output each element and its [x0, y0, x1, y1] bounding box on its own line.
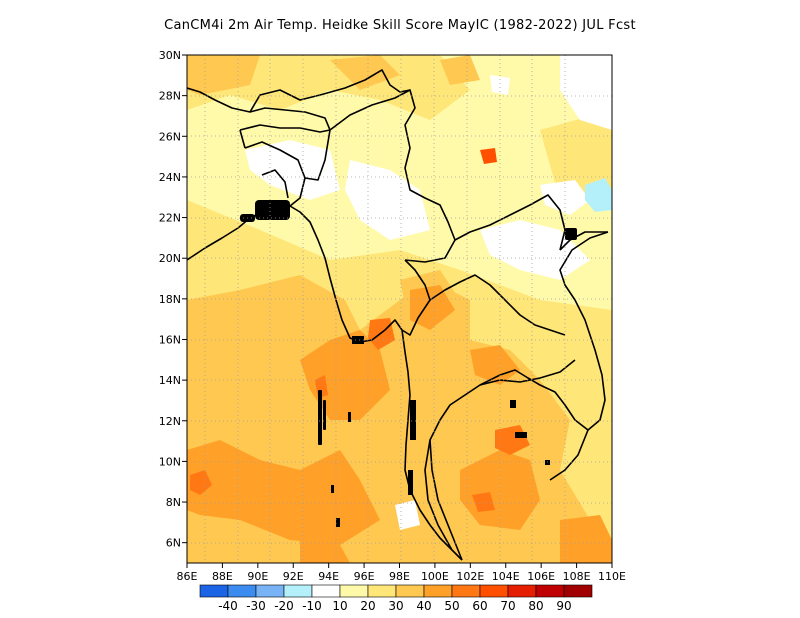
latitude-tick-label: 18N [159, 293, 181, 306]
latitude-tick-label: 6N [166, 537, 181, 550]
colorbar-label: 90 [556, 599, 571, 613]
colorbar-label: -40 [218, 599, 238, 613]
longitude-tick-label: 104E [492, 570, 520, 583]
colorbar-label: -30 [246, 599, 266, 613]
colorbar-label: 60 [472, 599, 487, 613]
longitude-tick-label: 88E [212, 570, 233, 583]
latitude-tick-label: 16N [159, 333, 181, 346]
colorbar-label: 40 [416, 599, 431, 613]
colorbar: -40 -30 -20 -10 10 20 30 40 50 60 70 80 90 [199, 584, 593, 613]
colorbar-label: 70 [500, 599, 515, 613]
longitude-tick-label: 102E [456, 570, 484, 583]
latitude-tick-label: 26N [159, 130, 181, 143]
map-title: CanCM4i 2m Air Temp. Heidke Skill Score … [164, 18, 636, 33]
colorbar-swatch [507, 584, 537, 598]
latitude-tick-label: 10N [159, 455, 181, 468]
colorbar-swatch [311, 584, 341, 598]
colorbar-label: 80 [528, 599, 543, 613]
colorbar-label: 30 [388, 599, 403, 613]
longitude-tick-label: 98E [389, 570, 410, 583]
longitude-axis: 86E 88E 90E 92E 94E 96E 98E 100E 102E 104E 106E 108… [177, 563, 626, 583]
colorbar-swatch [479, 584, 509, 598]
colorbar-swatch [367, 584, 397, 598]
latitude-tick-label: 30N [159, 49, 181, 62]
colorbar-label: -10 [302, 599, 322, 613]
colorbar-swatch [255, 584, 285, 598]
colorbar-label: 50 [444, 599, 459, 613]
colorbar-label: -20 [274, 599, 294, 613]
colorbar-swatch [339, 584, 369, 598]
latitude-axis: 6N 8N 10N 12N 14N 16N 18N 20N 22N 24N 26N 28N 30N [159, 49, 187, 550]
colorbar-swatch [423, 584, 453, 598]
colorbar-swatch [227, 584, 257, 598]
latitude-tick-label: 8N [166, 496, 181, 509]
skill-score-field [187, 55, 612, 563]
colorbar-swatch [395, 584, 425, 598]
longitude-tick-label: 90E [247, 570, 268, 583]
colorbar-label: 20 [360, 599, 375, 613]
colorbar-swatch [451, 584, 481, 598]
longitude-tick-label: 86E [177, 570, 198, 583]
colorbar-swatch [535, 584, 565, 598]
longitude-tick-label: 108E [563, 570, 591, 583]
longitude-tick-label: 96E [354, 570, 375, 583]
longitude-tick-label: 106E [527, 570, 555, 583]
longitude-tick-label: 110E [598, 570, 626, 583]
colorbar-swatch [563, 584, 593, 598]
longitude-tick-label: 100E [421, 570, 449, 583]
latitude-tick-label: 28N [159, 90, 181, 103]
colorbar-label: 10 [332, 599, 347, 613]
longitude-tick-label: 92E [283, 570, 304, 583]
latitude-tick-label: 24N [159, 171, 181, 184]
latitude-tick-label: 12N [159, 415, 181, 428]
latitude-tick-label: 14N [159, 374, 181, 387]
colorbar-swatch [283, 584, 313, 598]
longitude-tick-label: 94E [318, 570, 339, 583]
latitude-tick-label: 22N [159, 212, 181, 225]
latitude-tick-label: 20N [159, 252, 181, 265]
colorbar-swatch [199, 584, 229, 598]
